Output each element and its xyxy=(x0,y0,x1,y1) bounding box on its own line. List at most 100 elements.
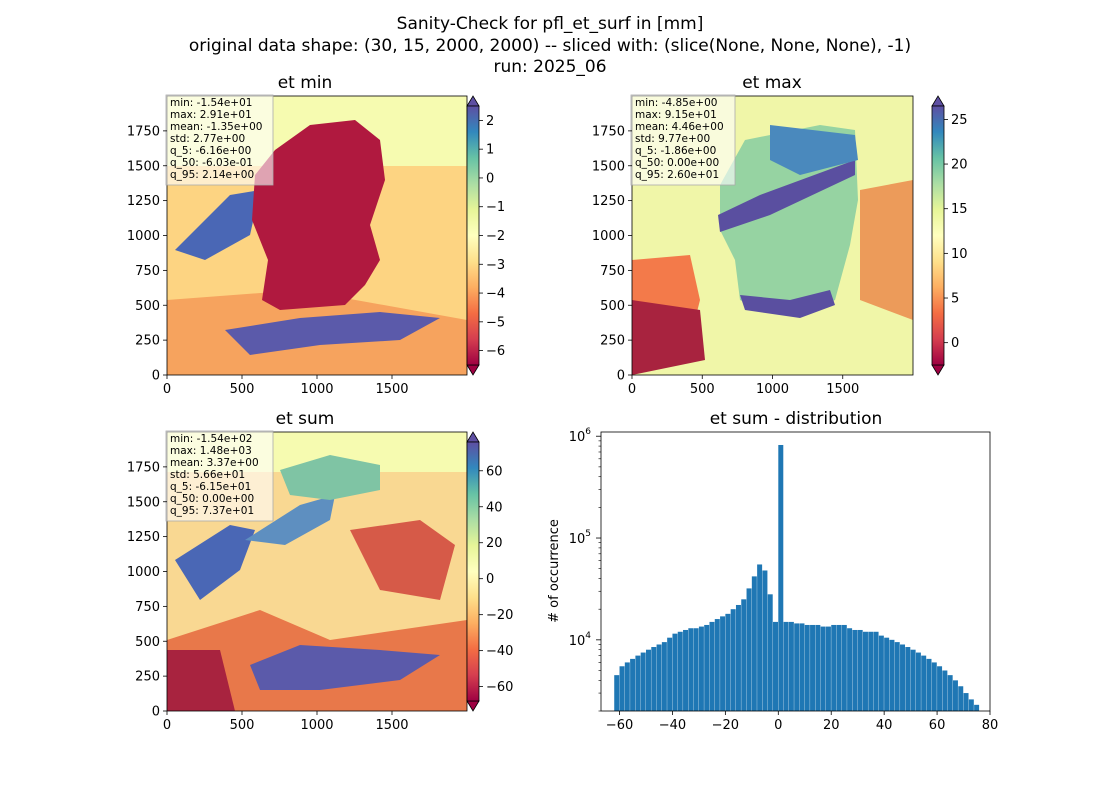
histogram-bar xyxy=(630,658,636,711)
histogram-bar xyxy=(667,637,673,711)
panel-et-sum-heatmap xyxy=(167,432,467,711)
stat-line: q_50: 0.00e+00 xyxy=(170,493,254,505)
colorbar-tick-label: 0 xyxy=(951,336,959,351)
histogram-bar xyxy=(672,633,678,711)
stat-line: q_5: -6.15e+01 xyxy=(170,481,251,493)
histogram-title: et sum - distribution xyxy=(710,409,883,429)
panel-et-max-stats: min: -4.85e+00 max: 9.15e+01 mean: 4.46e… xyxy=(630,94,736,186)
histogram-bar xyxy=(889,639,895,711)
histogram-bar xyxy=(968,699,974,711)
panel-et-sum-colorbar: −60 −40 −20 0 20 40 60 xyxy=(466,431,513,712)
histogram-bar xyxy=(709,621,715,711)
x-tick-label: 1000 xyxy=(300,382,333,397)
histogram-bar xyxy=(942,670,948,711)
x-tick-label: −40 xyxy=(659,718,686,733)
y-tick-label: 1500 xyxy=(592,159,625,174)
histogram-bar xyxy=(921,655,927,711)
histogram-bar xyxy=(741,599,747,711)
histogram-bar xyxy=(825,626,831,711)
histogram-bar xyxy=(873,631,879,711)
colorbar-tick-label: 15 xyxy=(951,202,968,217)
histogram-bar xyxy=(915,652,921,711)
panel-et-sum-axes: 0 500 1000 1500 0 250 500 750 1000 1250 1500 1750 xyxy=(127,460,409,733)
y-tick-label: 1250 xyxy=(592,194,625,209)
colorbar-tick-label: −3 xyxy=(486,258,505,273)
y-tick-label: 1000 xyxy=(127,229,160,244)
histogram-bar xyxy=(788,621,794,711)
y-tick-label: 250 xyxy=(135,670,160,685)
panel-et-min-heatmap xyxy=(167,96,467,375)
colorbar-tick-label: −4 xyxy=(486,287,505,302)
histogram-bar xyxy=(847,628,853,711)
colorbar-tick-label: 20 xyxy=(486,536,503,551)
histogram-bar xyxy=(714,619,720,711)
histogram-bar xyxy=(794,623,800,711)
histogram-bar xyxy=(783,621,789,711)
histogram-bar xyxy=(815,624,821,711)
colorbar-tick-label: −60 xyxy=(486,680,513,695)
histogram-bars xyxy=(614,444,980,711)
histogram-bar xyxy=(645,649,651,711)
histogram-bar xyxy=(857,629,863,711)
histogram-bar xyxy=(704,624,710,711)
y-tick-label: 750 xyxy=(600,264,625,279)
x-tick-label: −60 xyxy=(606,718,633,733)
colorbar-extend-min xyxy=(931,364,945,376)
y-tick-label: 106 xyxy=(569,427,592,445)
x-tick-label: 500 xyxy=(230,382,255,397)
x-tick-label: 500 xyxy=(230,718,255,733)
stat-line: std: 2.77e+00 xyxy=(170,133,245,145)
stat-line: min: -1.54e+02 xyxy=(170,433,252,445)
histogram-bar xyxy=(688,628,694,711)
colorbar-tick-label: 40 xyxy=(486,500,503,515)
histogram-bar xyxy=(836,624,842,711)
y-tick-label: 1250 xyxy=(127,530,160,545)
histogram-bar xyxy=(841,624,847,711)
colorbar-tick-label: 2 xyxy=(486,114,494,129)
colorbar-gradient xyxy=(931,105,945,366)
colorbar-gradient xyxy=(466,441,480,702)
stat-line: mean: 4.46e+00 xyxy=(635,121,724,133)
x-tick-label: 0 xyxy=(628,382,636,397)
colorbar-tick-label: −1 xyxy=(486,200,505,215)
y-tick-label: 0 xyxy=(152,369,160,384)
x-tick-label: 1500 xyxy=(826,382,859,397)
x-tick-label: 0 xyxy=(163,382,171,397)
x-tick-label: 20 xyxy=(823,718,840,733)
histogram-bar xyxy=(900,644,906,711)
x-tick-label: 1000 xyxy=(756,382,789,397)
panel-et-sum-title: et sum xyxy=(276,409,335,429)
stat-line: mean: -1.35e+00 xyxy=(170,121,262,133)
x-tick-label: −20 xyxy=(712,718,739,733)
colorbar-tick-label: −2 xyxy=(486,229,505,244)
colorbar-tick-label: −5 xyxy=(486,315,505,330)
y-tick-label: 500 xyxy=(600,299,625,314)
x-tick-label: 40 xyxy=(876,718,893,733)
histogram-bar xyxy=(624,662,630,711)
panel-et-sum-distribution: et sum - distribution −60 −40 −20 0 20 40 60 80… xyxy=(547,409,998,733)
y-tick-label: 250 xyxy=(600,334,625,349)
colorbar-tick-label: 0 xyxy=(486,572,494,587)
y-tick-label: 104 xyxy=(569,631,592,649)
histogram-ylabel: # of occurrence xyxy=(547,519,562,623)
histogram-bar xyxy=(820,626,826,711)
colorbar-extend-min xyxy=(466,700,480,712)
panel-et-max-axes: 0 500 1000 1500 0 250 500 750 1000 1250 1500 1750 xyxy=(592,124,859,397)
y-tick-label: 500 xyxy=(135,635,160,650)
x-tick-label: 1500 xyxy=(375,382,408,397)
stat-line: max: 2.91e+01 xyxy=(170,109,252,121)
stat-line: min: -4.85e+00 xyxy=(635,97,717,109)
x-tick-label: 1000 xyxy=(300,718,333,733)
colorbar-extend-max xyxy=(466,431,480,443)
y-tick-label: 1000 xyxy=(127,565,160,580)
x-tick-label: 500 xyxy=(690,382,715,397)
figure-title-line-3: run: 2025_06 xyxy=(493,57,606,77)
figure-title-line-2: original data shape: (30, 15, 2000, 2000… xyxy=(189,36,911,56)
colorbar-tick-label: 0 xyxy=(486,171,494,186)
y-tick-label: 500 xyxy=(135,299,160,314)
histogram-bar xyxy=(926,658,932,711)
panel-et-sum: et sum min: -1.54e+02 max: 1.48e+03 mean… xyxy=(127,409,514,733)
colorbar-tick-label: 1 xyxy=(486,143,494,158)
panel-et-min: et min min: -1.54e+01 max: 2.91e+01 mean… xyxy=(127,73,505,397)
y-tick-label: 1750 xyxy=(127,124,160,139)
